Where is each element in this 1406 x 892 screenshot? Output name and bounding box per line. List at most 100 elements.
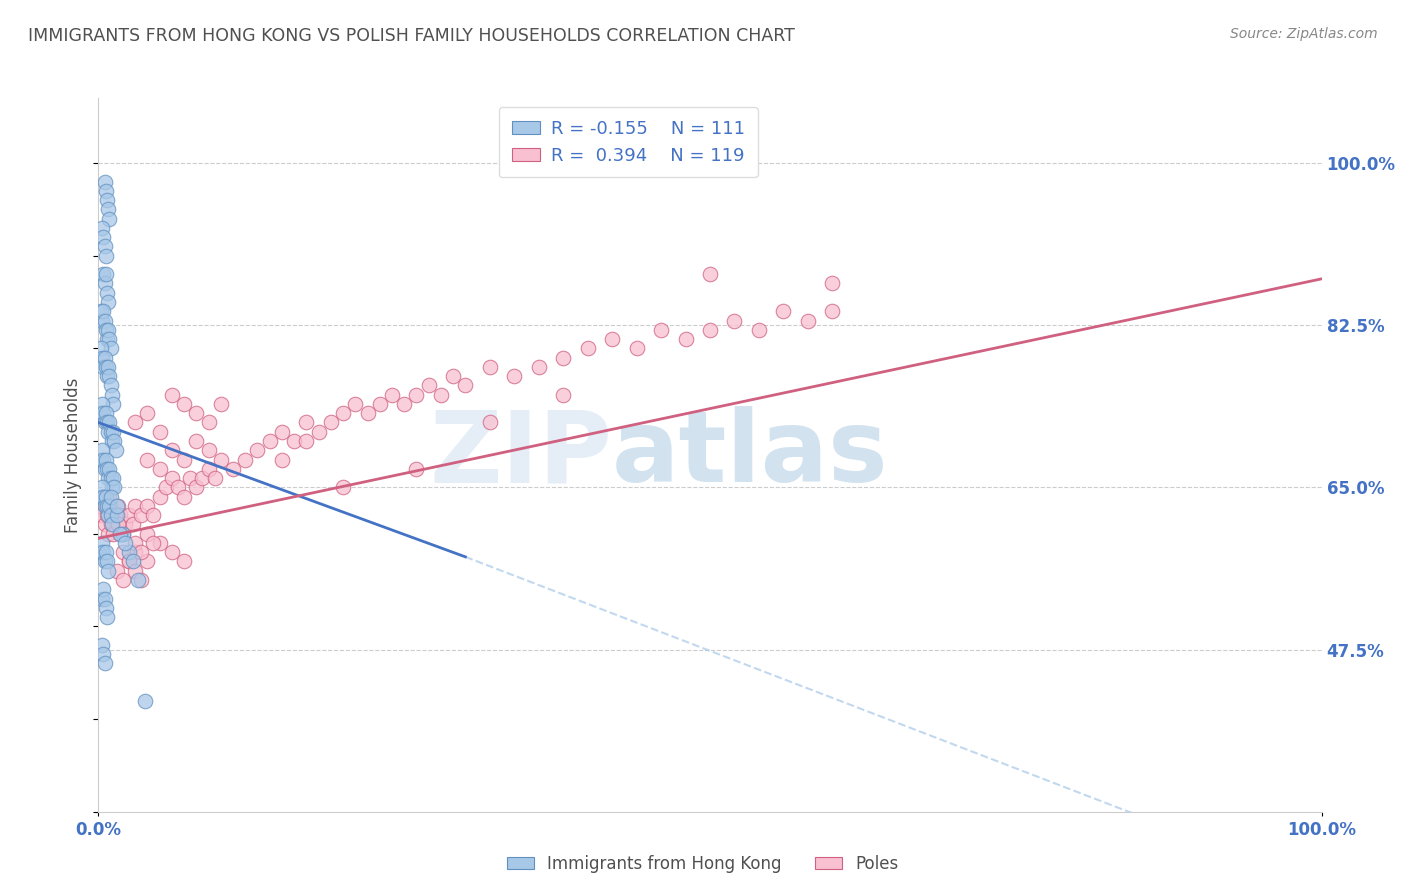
Point: [91, 490, 114, 504]
Point: [209, 452, 232, 467]
Point: [699, 323, 721, 337]
Point: [121, 554, 143, 568]
Point: [90, 304, 112, 318]
Point: [344, 397, 367, 411]
Point: [98, 490, 121, 504]
Point: [100, 499, 122, 513]
Point: [94, 184, 117, 198]
Point: [91, 536, 114, 550]
Point: [91, 480, 114, 494]
Point: [149, 536, 172, 550]
Point: [124, 416, 146, 430]
Point: [91, 397, 114, 411]
Point: [103, 434, 125, 448]
Point: [149, 490, 172, 504]
Point: [155, 480, 177, 494]
Point: [90, 406, 112, 420]
Point: [699, 267, 721, 281]
Point: [626, 342, 648, 356]
Point: [111, 545, 134, 559]
Point: [91, 582, 114, 597]
Point: [101, 508, 124, 523]
Point: [173, 397, 195, 411]
Point: [127, 573, 149, 587]
Point: [107, 517, 129, 532]
Point: [222, 462, 245, 476]
Point: [100, 517, 122, 532]
Point: [90, 342, 112, 356]
Text: atlas: atlas: [612, 407, 889, 503]
Point: [101, 434, 124, 448]
Point: [136, 526, 159, 541]
Point: [129, 545, 152, 559]
Point: [98, 332, 121, 346]
Point: [418, 378, 440, 392]
Point: [93, 657, 115, 671]
Point: [105, 564, 128, 578]
Point: [124, 545, 146, 559]
Point: [96, 416, 118, 430]
Point: [478, 416, 501, 430]
Point: [97, 508, 120, 523]
Point: [772, 304, 794, 318]
Point: [91, 638, 114, 652]
Point: [149, 462, 172, 476]
Point: [91, 230, 114, 244]
Point: [191, 471, 214, 485]
Legend: Immigrants from Hong Kong, Poles: Immigrants from Hong Kong, Poles: [501, 848, 905, 880]
Point: [91, 304, 114, 318]
Point: [111, 526, 134, 541]
Point: [381, 387, 404, 401]
Point: [270, 425, 294, 439]
Point: [259, 434, 281, 448]
Point: [405, 387, 427, 401]
Point: [94, 499, 117, 513]
Point: [97, 425, 120, 439]
Point: [93, 416, 115, 430]
Point: [821, 304, 844, 318]
Point: [91, 313, 114, 327]
Point: [160, 545, 183, 559]
Point: [105, 499, 128, 513]
Point: [104, 517, 127, 532]
Point: [100, 425, 122, 439]
Point: [98, 369, 121, 384]
Point: [332, 406, 354, 420]
Point: [118, 554, 141, 568]
Point: [94, 249, 117, 263]
Point: [179, 471, 201, 485]
Point: [204, 471, 226, 485]
Point: [723, 313, 745, 327]
Point: [94, 499, 117, 513]
Point: [91, 443, 114, 458]
Point: [821, 277, 844, 291]
Point: [186, 480, 208, 494]
Point: [186, 434, 208, 448]
Point: [96, 499, 118, 513]
Point: [90, 452, 112, 467]
Point: [142, 536, 165, 550]
Point: [136, 554, 159, 568]
Point: [283, 434, 305, 448]
Point: [101, 425, 124, 439]
Point: [149, 425, 172, 439]
Point: [600, 332, 623, 346]
Point: [97, 359, 120, 374]
Point: [118, 554, 141, 568]
Point: [96, 462, 118, 476]
Point: [270, 452, 294, 467]
Point: [91, 351, 114, 365]
Point: [114, 517, 136, 532]
Point: [91, 647, 114, 661]
Point: [91, 406, 114, 420]
Point: [98, 499, 121, 513]
Point: [97, 564, 120, 578]
Point: [441, 369, 464, 384]
Point: [97, 202, 120, 217]
Point: [675, 332, 697, 346]
Point: [94, 452, 117, 467]
Point: [101, 517, 124, 532]
Point: [93, 175, 115, 189]
Point: [97, 471, 120, 485]
Point: [308, 425, 330, 439]
